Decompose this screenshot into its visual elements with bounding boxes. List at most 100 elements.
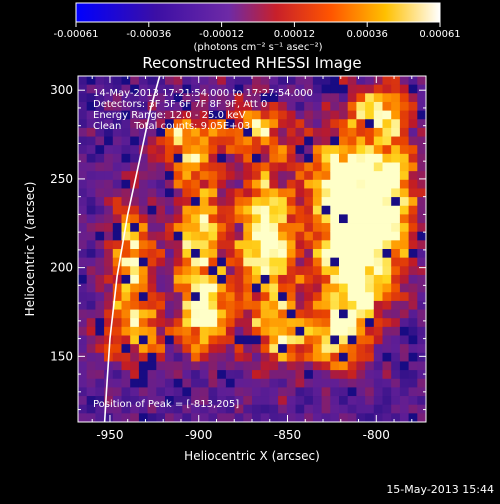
heatmap-cell <box>373 162 383 172</box>
heatmap-cell <box>138 188 148 198</box>
heatmap-cell <box>130 378 140 388</box>
heatmap-cell <box>339 76 349 86</box>
heatmap-cell <box>156 396 166 406</box>
heatmap-cell <box>295 309 305 319</box>
heatmap-cell <box>191 309 201 319</box>
heatmap-cell <box>208 153 218 163</box>
heatmap-cell <box>356 110 366 120</box>
heatmap-cell <box>347 370 357 380</box>
heatmap-cell <box>286 84 296 94</box>
heatmap-cell <box>243 76 253 86</box>
heatmap-cell <box>356 326 366 336</box>
heatmap-cell <box>208 249 218 259</box>
heatmap-cell <box>365 249 375 259</box>
heatmap-cell <box>86 205 96 215</box>
heatmap-cell <box>339 93 349 103</box>
heatmap-cell <box>217 249 227 259</box>
heatmap-cell <box>417 127 426 137</box>
heatmap-cell <box>147 249 157 259</box>
heatmap-cell <box>173 413 183 422</box>
heatmap-cell <box>225 300 235 310</box>
heatmap-cell <box>339 309 349 319</box>
heatmap-cell <box>391 309 401 319</box>
heatmap-cell <box>399 127 409 137</box>
heatmap-cell <box>252 352 262 362</box>
heatmap-cell <box>373 197 383 207</box>
colorbar-tick-label: -0.00012 <box>199 29 244 40</box>
y-tick-label: 250 <box>50 172 73 186</box>
heatmap-cell <box>373 119 383 129</box>
heatmap-cell <box>330 136 340 146</box>
heatmap-cell <box>130 404 140 414</box>
heatmap-cell <box>260 136 270 146</box>
heatmap-cell <box>382 404 392 414</box>
heatmap-cell <box>269 188 279 198</box>
heatmap-cell <box>365 223 375 233</box>
heatmap-cell <box>95 370 105 380</box>
heatmap-cell <box>339 171 349 181</box>
heatmap-cell <box>199 136 209 146</box>
heatmap-cell <box>156 413 166 422</box>
heatmap-cell <box>112 153 122 163</box>
heatmap-cell <box>408 179 418 189</box>
heatmap-cell <box>347 361 357 371</box>
heatmap-cell <box>182 361 192 371</box>
heatmap-cell <box>260 93 270 103</box>
heatmap-cell <box>347 223 357 233</box>
heatmap-cell <box>304 249 314 259</box>
heatmap-cell <box>234 378 244 388</box>
heatmap-cell <box>278 413 288 422</box>
heatmap-cell <box>304 188 314 198</box>
heatmap-cell <box>86 387 96 397</box>
heatmap-cell <box>121 127 131 137</box>
heatmap-cell <box>304 361 314 371</box>
heatmap-cell <box>356 223 366 233</box>
heatmap-cell <box>243 318 253 328</box>
heatmap-cell <box>269 249 279 259</box>
heatmap-cell <box>356 145 366 155</box>
heatmap-cell <box>391 240 401 250</box>
heatmap-cell <box>182 344 192 354</box>
heatmap-cell <box>269 214 279 224</box>
heatmap-cell <box>260 223 270 233</box>
peak-position-label: Position of Peak = [-813,205] <box>93 399 239 410</box>
heatmap-cell <box>278 300 288 310</box>
heatmap-cell <box>243 257 253 267</box>
colorbar-tick-label: 0.00036 <box>347 29 388 40</box>
heatmap-cell <box>269 136 279 146</box>
heatmap-cell <box>312 396 322 406</box>
heatmap-cell <box>347 378 357 388</box>
heatmap-cell <box>321 145 331 155</box>
heatmap-cell <box>208 387 218 397</box>
heatmap-cell <box>234 205 244 215</box>
heatmap-cell <box>365 145 375 155</box>
heatmap-cell <box>165 283 175 293</box>
heatmap-cell <box>182 309 192 319</box>
heatmap-cell <box>234 326 244 336</box>
heatmap-cell <box>165 119 175 129</box>
heatmap-cell <box>269 396 279 406</box>
heatmap-cell <box>365 110 375 120</box>
heatmap-cell <box>365 300 375 310</box>
heatmap-cell <box>286 162 296 172</box>
heatmap-cell <box>391 214 401 224</box>
heatmap-cell <box>112 162 122 172</box>
colorbar-tick-label: 0.00061 <box>419 29 460 40</box>
heatmap-cell <box>321 387 331 397</box>
heatmap-cell <box>373 292 383 302</box>
heatmap-cell <box>208 283 218 293</box>
heatmap-cell <box>399 110 409 120</box>
heatmap-cell <box>104 188 114 198</box>
heatmap-cell <box>191 404 201 414</box>
heatmap-cell <box>78 396 88 406</box>
heatmap-cell <box>130 145 140 155</box>
heatmap-cell <box>365 396 375 406</box>
heatmap-cell <box>286 352 296 362</box>
heatmap-cell <box>382 136 392 146</box>
heatmap-cell <box>78 136 88 146</box>
heatmap-cell <box>95 404 105 414</box>
heatmap-cell <box>408 205 418 215</box>
heatmap-cell <box>234 387 244 397</box>
heatmap-cell <box>373 309 383 319</box>
heatmap-cell <box>165 361 175 371</box>
